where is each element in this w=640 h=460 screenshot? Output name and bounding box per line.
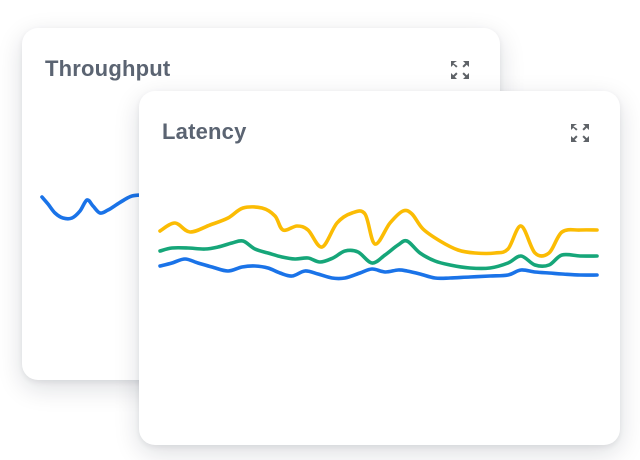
expand-icon[interactable] [448, 58, 472, 82]
throughput-card-title: Throughput [45, 56, 171, 81]
expand-icon[interactable] [568, 121, 592, 145]
latency-card-title: Latency [162, 119, 247, 144]
latency-card-header: Latency [139, 91, 620, 145]
expand-icon-glyph [451, 61, 469, 79]
latency-line-chart [158, 205, 599, 281]
latency-card: Latency [139, 91, 620, 445]
throughput-card-header: Throughput [22, 28, 500, 82]
throughput-line-chart [40, 193, 168, 221]
expand-icon-glyph [571, 124, 589, 142]
